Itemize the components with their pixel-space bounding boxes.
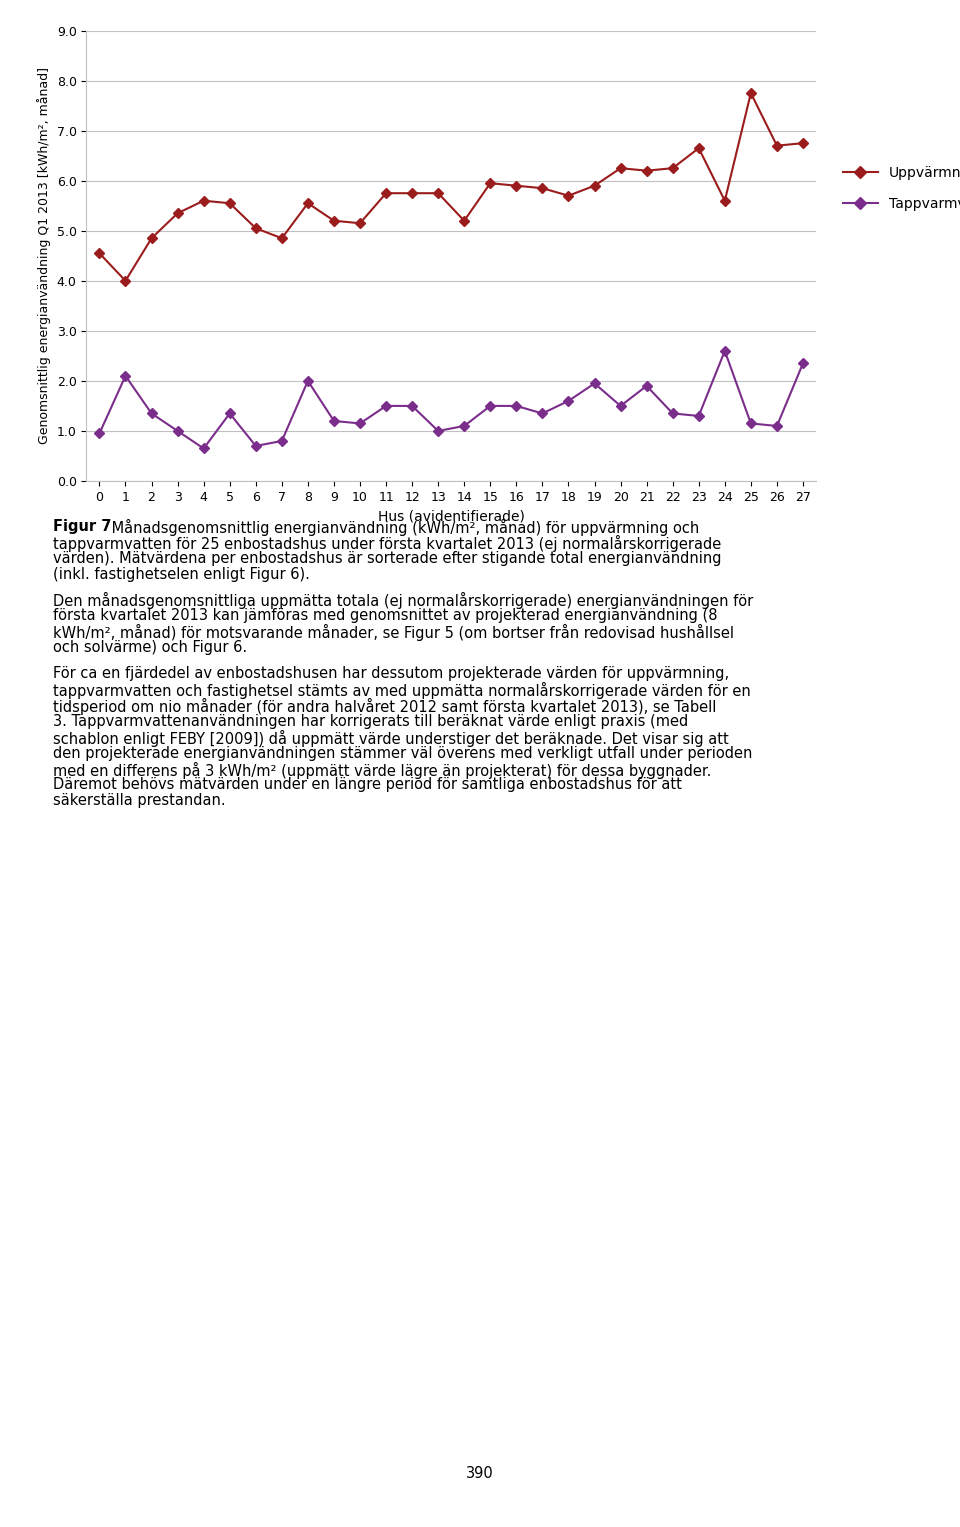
Text: För ca en fjärdedel av enbostadshusen har dessutom projekterade värden för uppvä: För ca en fjärdedel av enbostadshusen ha… xyxy=(53,666,729,681)
Text: säkerställa prestandan.: säkerställa prestandan. xyxy=(53,794,226,808)
Text: första kvartalet 2013 kan jämföras med genomsnittet av projekterad energianvändn: första kvartalet 2013 kan jämföras med g… xyxy=(53,608,717,623)
Text: tappvarmvatten för 25 enbostadshus under första kvartalet 2013 (ej normalårskorr: tappvarmvatten för 25 enbostadshus under… xyxy=(53,534,721,553)
Text: och solvärme) och Figur 6.: och solvärme) och Figur 6. xyxy=(53,640,247,655)
Text: tappvarmvatten och fastighetsel stämts av med uppmätta normalårskorrigerade värd: tappvarmvatten och fastighetsel stämts a… xyxy=(53,681,751,699)
Text: 390: 390 xyxy=(467,1466,493,1481)
Legend: Uppvärmning, Tappvarmvatten: Uppvärmning, Tappvarmvatten xyxy=(837,160,960,217)
Text: värden). Mätvärdena per enbostadshus är sorterade efter stigande total energianv: värden). Mätvärdena per enbostadshus är … xyxy=(53,551,721,567)
Text: Figur 7: Figur 7 xyxy=(53,519,111,534)
Text: den projekterade energianvändningen stämmer väl överens med verkligt utfall unde: den projekterade energianvändningen stäm… xyxy=(53,745,753,760)
Text: tidsperiod om nio månader (för andra halvåret 2012 samt första kvartalet 2013), : tidsperiod om nio månader (för andra hal… xyxy=(53,698,716,715)
Text: kWh/m², månad) för motsvarande månader, se Figur 5 (om bortser från redovisad hu: kWh/m², månad) för motsvarande månader, … xyxy=(53,625,733,641)
Text: 3. Tappvarmvattenanvändningen har korrigerats till beräknat värde enligt praxis : 3. Tappvarmvattenanvändningen har korrig… xyxy=(53,713,688,728)
Text: Den månadsgenomsnittliga uppmätta totala (ej normalårskorrigerade) energianvändn: Den månadsgenomsnittliga uppmätta totala… xyxy=(53,592,753,609)
Text: med en differens på 3 kWh/m² (uppmätt värde lägre än projekterat) för dessa bygg: med en differens på 3 kWh/m² (uppmätt vä… xyxy=(53,762,711,779)
Text: (inkl. fastighetselen enligt Figur 6).: (inkl. fastighetselen enligt Figur 6). xyxy=(53,567,310,582)
Y-axis label: Genomsnittlig energianvändning Q1 2013 [kWh/m², månad]: Genomsnittlig energianvändning Q1 2013 [… xyxy=(37,67,51,444)
Text: Däremot behövs mätvärden under en längre period för samtliga enbostadshus för at: Däremot behövs mätvärden under en längre… xyxy=(53,777,682,793)
Text: schablon enligt FEBY [2009]) då uppmätt värde understiger det beräknade. Det vis: schablon enligt FEBY [2009]) då uppmätt … xyxy=(53,730,729,747)
X-axis label: Hus (avidentifierade): Hus (avidentifierade) xyxy=(378,510,524,524)
Text: Månadsgenomsnittlig energianvändning (kWh/m², månad) för uppvärmning och: Månadsgenomsnittlig energianvändning (kW… xyxy=(97,519,699,536)
